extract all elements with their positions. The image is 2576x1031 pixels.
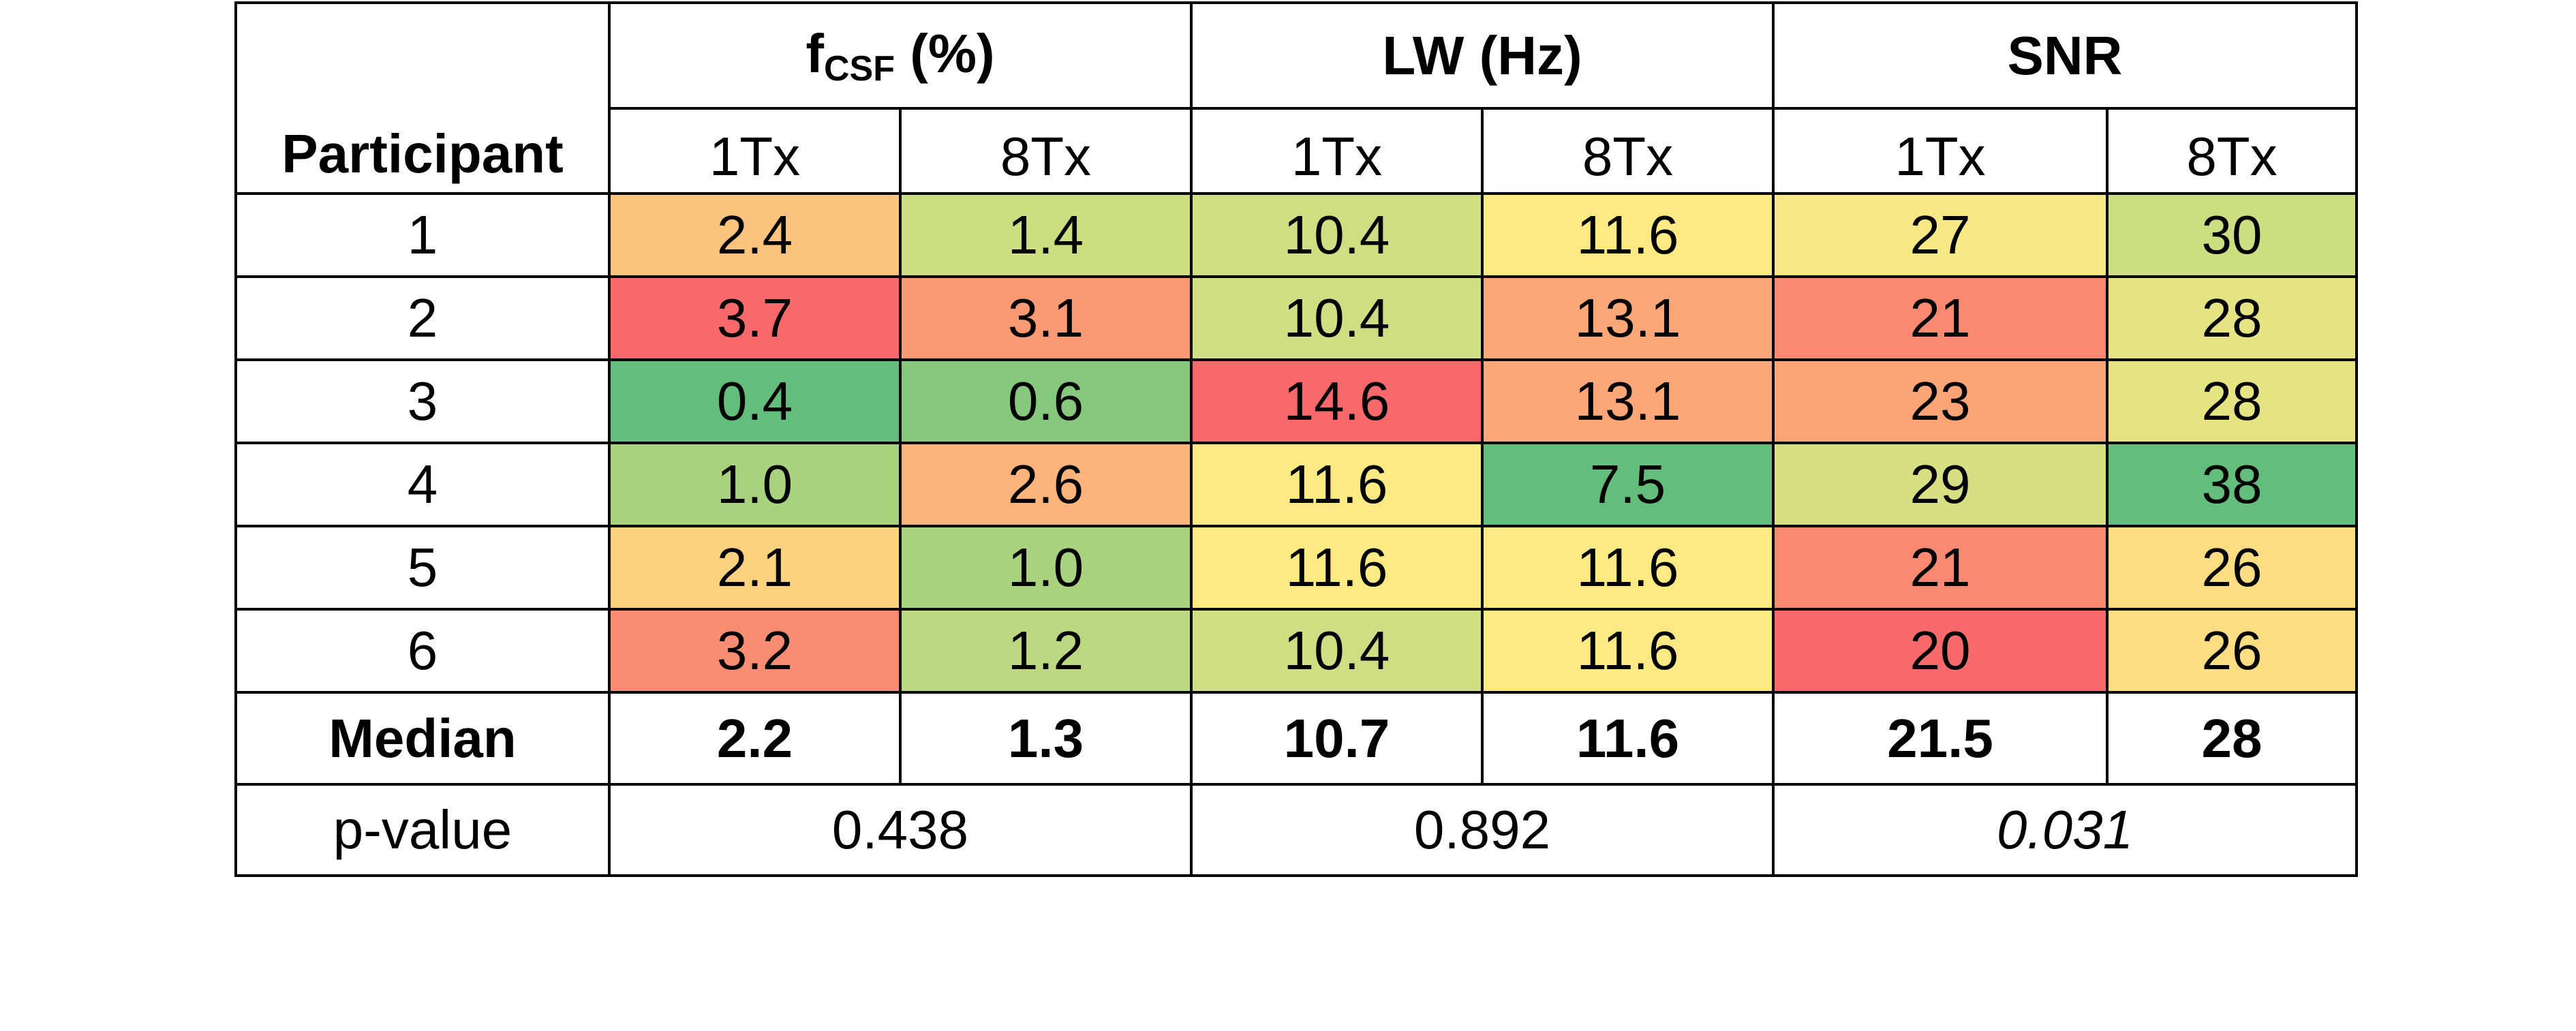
- participant-id: 2: [234, 275, 611, 361]
- subcol-header: 8Tx: [899, 107, 1193, 195]
- value-cell: 0.4: [608, 358, 902, 444]
- value-cell: 3.1: [899, 275, 1193, 361]
- participant-id: 6: [234, 608, 611, 694]
- value-cell: 27: [1772, 192, 2109, 278]
- participant-id: 1: [234, 192, 611, 278]
- value-cell: 21: [1772, 525, 2109, 611]
- participant-id: 3: [234, 358, 611, 444]
- value-cell: 21: [1772, 275, 2109, 361]
- value-cell: 23: [1772, 358, 2109, 444]
- median-value: 1.3: [899, 691, 1193, 786]
- fcsf-group-header: fCSF (%): [608, 1, 1193, 110]
- pvalue-snr: 0.031: [1772, 783, 2358, 877]
- pvalue-fcsf: 0.438: [608, 783, 1193, 877]
- value-cell: 28: [2106, 275, 2358, 361]
- value-cell: 3.7: [608, 275, 902, 361]
- value-cell: 13.1: [1481, 358, 1775, 444]
- pvalue-lw: 0.892: [1190, 783, 1775, 877]
- median-value: 10.7: [1190, 691, 1484, 786]
- subcol-header: 1Tx: [608, 107, 902, 195]
- subcol-header: 1Tx: [1190, 107, 1484, 195]
- subcol-header: 1Tx: [1772, 107, 2109, 195]
- value-cell: 26: [2106, 525, 2358, 611]
- median-value: 21.5: [1772, 691, 2109, 786]
- value-cell: 26: [2106, 608, 2358, 694]
- subcol-header: 8Tx: [1481, 107, 1775, 195]
- table-row: 4 1.0 2.6 11.6 7.5 29 38: [234, 442, 2358, 527]
- median-value: 11.6: [1481, 691, 1775, 786]
- results-table: Participant fCSF (%) LW (Hz) SNR 1Tx 8Tx…: [234, 1, 2358, 877]
- participant-header: Participant: [234, 1, 611, 195]
- value-cell: 29: [1772, 442, 2109, 527]
- value-cell: 10.4: [1190, 608, 1484, 694]
- value-cell: 10.4: [1190, 275, 1484, 361]
- lw-group-header: LW (Hz): [1190, 1, 1775, 110]
- value-cell: 0.6: [899, 358, 1193, 444]
- value-cell: 11.6: [1481, 608, 1775, 694]
- value-cell: 2.4: [608, 192, 902, 278]
- value-cell: 20: [1772, 608, 2109, 694]
- value-cell: 1.0: [608, 442, 902, 527]
- value-cell: 30: [2106, 192, 2358, 278]
- snr-group-header: SNR: [1772, 1, 2358, 110]
- value-cell: 11.6: [1190, 442, 1484, 527]
- value-cell: 2.6: [899, 442, 1193, 527]
- table-row: 3 0.4 0.6 14.6 13.1 23 28: [234, 358, 2358, 444]
- median-value: 28: [2106, 691, 2358, 786]
- value-cell: 10.4: [1190, 192, 1484, 278]
- table-row: 6 3.2 1.2 10.4 11.6 20 26: [234, 608, 2358, 694]
- value-cell: 7.5: [1481, 442, 1775, 527]
- value-cell: 28: [2106, 358, 2358, 444]
- value-cell: 38: [2106, 442, 2358, 527]
- table-row: 5 2.1 1.0 11.6 11.6 21 26: [234, 525, 2358, 611]
- participant-id: 4: [234, 442, 611, 527]
- value-cell: 13.1: [1481, 275, 1775, 361]
- table-row: 1 2.4 1.4 10.4 11.6 27 30: [234, 192, 2358, 278]
- subcol-header: 8Tx: [2106, 107, 2358, 195]
- median-label: Median: [234, 691, 611, 786]
- value-cell: 11.6: [1481, 192, 1775, 278]
- value-cell: 11.6: [1481, 525, 1775, 611]
- median-row: Median 2.2 1.3 10.7 11.6 21.5 28: [234, 691, 2358, 786]
- pvalue-row: p-value 0.438 0.892 0.031: [234, 783, 2358, 877]
- value-cell: 3.2: [608, 608, 902, 694]
- value-cell: 11.6: [1190, 525, 1484, 611]
- table-row: 2 3.7 3.1 10.4 13.1 21 28: [234, 275, 2358, 361]
- value-cell: 2.1: [608, 525, 902, 611]
- value-cell: 1.0: [899, 525, 1193, 611]
- participant-id: 5: [234, 525, 611, 611]
- value-cell: 14.6: [1190, 358, 1484, 444]
- pvalue-label: p-value: [234, 783, 611, 877]
- median-value: 2.2: [608, 691, 902, 786]
- value-cell: 1.4: [899, 192, 1193, 278]
- value-cell: 1.2: [899, 608, 1193, 694]
